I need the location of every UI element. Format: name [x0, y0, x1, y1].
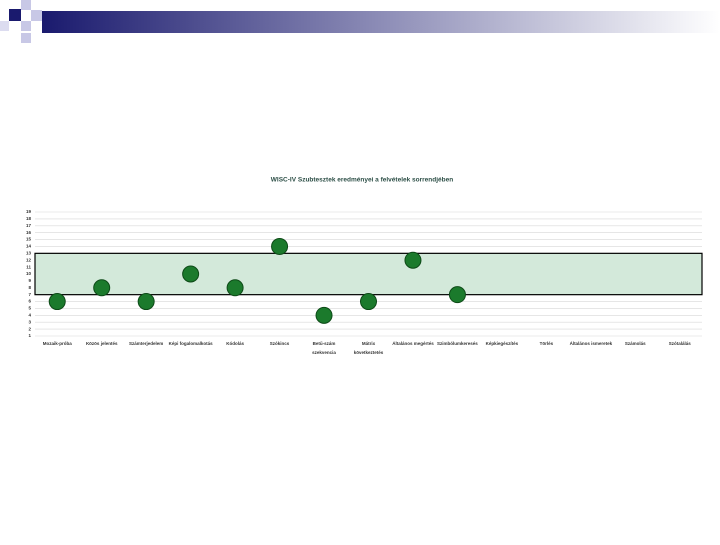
x-tick-label: Képi fogalomalkotás: [169, 341, 214, 346]
x-tick-label: Törlés: [540, 341, 554, 346]
deco-square: [0, 21, 9, 31]
y-tick-label: 11: [26, 264, 31, 269]
x-tick-label: Általános ismeretek: [570, 340, 613, 346]
point: [226, 279, 244, 297]
point: [137, 293, 155, 311]
x-tick-label: Betű-szám szekvencia: [312, 341, 336, 355]
y-tick-label: 12: [26, 257, 32, 262]
y-tick-label: 6: [28, 299, 31, 304]
point: [93, 279, 111, 297]
y-tick-label: 2: [28, 326, 31, 331]
y-tick-label: 7: [28, 292, 31, 297]
deco-square: [21, 0, 31, 10]
x-tick-label: Mozaik-próba: [43, 341, 72, 346]
y-tick-label: 5: [28, 306, 31, 311]
x-tick-label: Szókincs: [270, 341, 290, 346]
point: [448, 286, 466, 304]
y-tick-label: 14: [26, 244, 32, 249]
deco-square: [9, 9, 21, 21]
point: [48, 293, 66, 311]
y-tick-label: 3: [28, 319, 31, 324]
y-tick-label: 19: [26, 209, 32, 214]
deco-square: [31, 10, 42, 21]
y-tick-label: 9: [28, 278, 31, 283]
x-tick-label: Szótalálás: [669, 341, 692, 346]
y-tick-label: 17: [26, 223, 32, 228]
deco-square: [21, 33, 31, 43]
x-tick-label: Szimbólumkeresés: [437, 341, 478, 346]
x-tick-label: Mátrix következtetés: [354, 341, 384, 355]
y-tick-label: 16: [26, 230, 32, 235]
y-tick-label: 13: [26, 251, 32, 256]
x-tick-label: Közös jelentés: [86, 341, 118, 346]
y-tick-label: 4: [28, 313, 31, 318]
y-tick-label: 1: [28, 333, 31, 338]
point: [360, 293, 377, 311]
y-tick-label: 10: [26, 271, 32, 276]
deco-square: [21, 21, 31, 31]
x-tick-label: Képkiegészítés: [486, 341, 519, 346]
chart-title: WISC-IV Szubtesztek eredményei a felvéte…: [271, 177, 453, 184]
header-bar: [42, 11, 720, 33]
y-tick-label: 18: [26, 216, 32, 221]
x-tick-label: Kódolás: [226, 341, 244, 346]
point: [182, 265, 200, 283]
y-tick-label: 15: [26, 237, 32, 242]
point: [404, 251, 422, 269]
x-tick-label: Általános megértés: [392, 340, 434, 346]
x-tick-label: Számolás: [625, 341, 646, 346]
point: [315, 306, 333, 324]
point: [271, 237, 289, 255]
x-tick-label: Számterjedelem: [129, 341, 163, 346]
normal-band: [34, 252, 703, 296]
y-tick-label: 8: [28, 285, 31, 290]
